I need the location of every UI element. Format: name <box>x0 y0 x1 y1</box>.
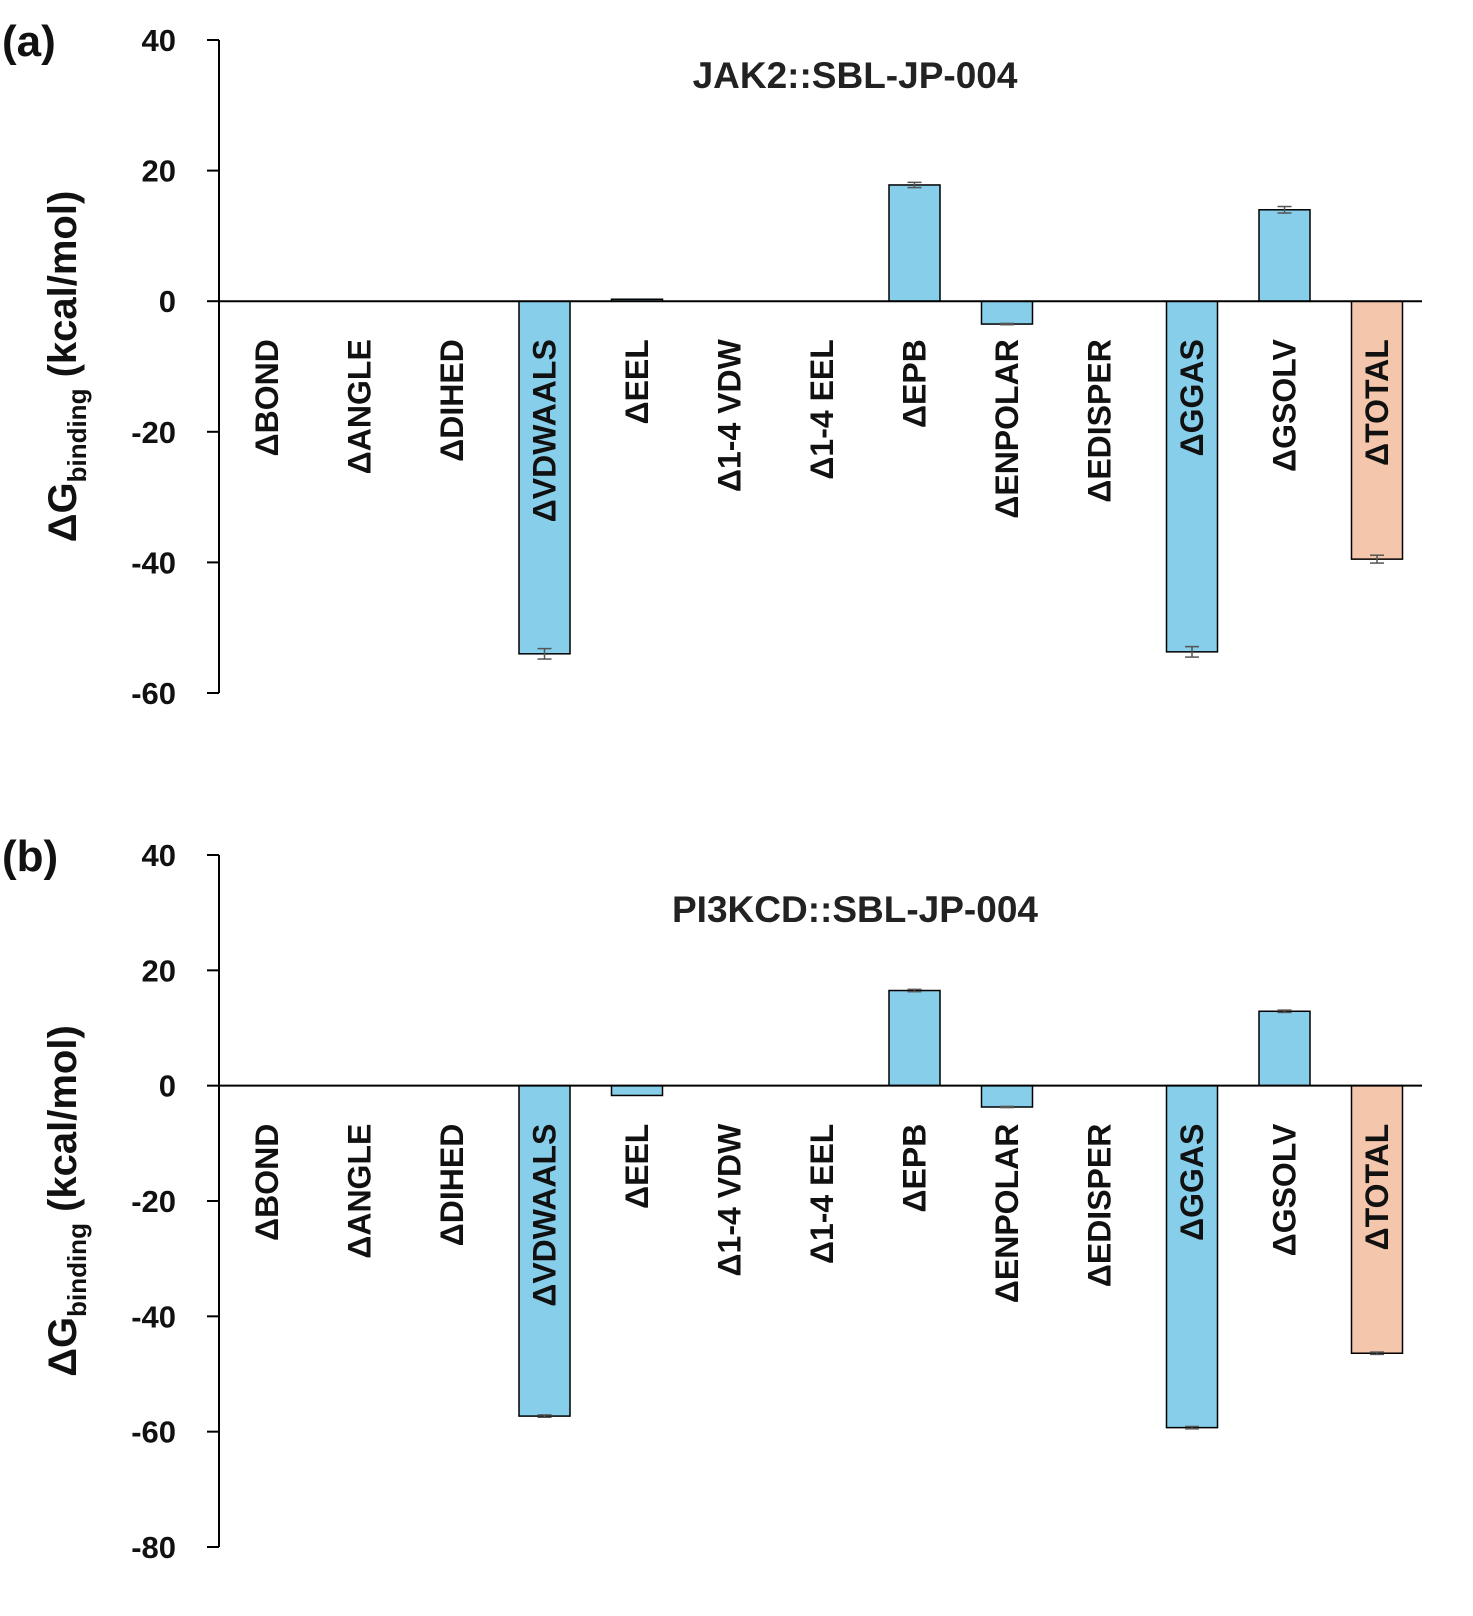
panel-label: (a) <box>2 17 56 66</box>
bar <box>888 184 941 302</box>
category-label: ΔBOND <box>249 339 285 456</box>
bar <box>610 1084 664 1097</box>
y-tick-label: 0 <box>159 284 176 319</box>
category-label: ΔTOTAL <box>1359 1124 1395 1251</box>
chart-title: PI3KCD::SBL-JP-004 <box>672 889 1038 930</box>
bar <box>1258 209 1311 302</box>
y-axis-label-main: ΔG <box>41 482 85 542</box>
category-label: ΔGSOLV <box>1267 1123 1303 1256</box>
y-axis-label-unit: (kcal/mol) <box>41 191 85 389</box>
y-axis-label-main: ΔG <box>41 1317 85 1377</box>
bar <box>980 300 1034 325</box>
category-label: ΔTOTAL <box>1359 339 1395 466</box>
category-label: ΔBOND <box>249 1124 285 1241</box>
category-label: Δ1-4 EEL <box>804 1124 840 1264</box>
category-label: ΔGSOLV <box>1267 339 1303 472</box>
category-label: Δ1-4 EEL <box>804 339 840 479</box>
y-axis-label-subscript: binding <box>62 1223 92 1317</box>
y-tick-label: 40 <box>142 23 176 58</box>
y-tick-label: 40 <box>142 838 176 873</box>
panel-label: (b) <box>2 832 58 881</box>
y-tick-label: -40 <box>131 1299 176 1334</box>
y-axis-label: ΔGbinding (kcal/mol) <box>41 1025 92 1377</box>
y-tick-label: 20 <box>142 154 176 189</box>
bar <box>1258 1010 1311 1087</box>
category-label: ΔEEL <box>619 339 655 424</box>
category-label: ΔVDWAALS <box>527 339 563 522</box>
category-label: ΔEDISPER <box>1082 1124 1118 1287</box>
category-label: ΔEPB <box>897 339 933 428</box>
y-tick-label: -60 <box>131 676 176 711</box>
category-label: ΔGGAS <box>1174 339 1210 456</box>
y-tick-label: 20 <box>142 953 176 988</box>
bar <box>1350 1084 1404 1354</box>
category-label: ΔDIHED <box>434 1124 470 1247</box>
category-label: ΔEEL <box>619 1124 655 1209</box>
y-tick-label: -40 <box>131 545 176 580</box>
category-label: Δ1-4 VDW <box>712 338 748 492</box>
bar <box>980 1084 1034 1108</box>
y-axis-label: ΔGbinding (kcal/mol) <box>41 191 92 543</box>
bar <box>888 989 941 1087</box>
category-label: ΔGGAS <box>1174 1124 1210 1241</box>
category-label: ΔEPB <box>897 1124 933 1213</box>
category-label: ΔVDWAALS <box>527 1124 563 1307</box>
chart-title: JAK2::SBL-JP-004 <box>693 55 1018 96</box>
y-axis-label-unit: (kcal/mol) <box>41 1025 85 1223</box>
y-tick-label: -80 <box>131 1530 176 1565</box>
bar <box>1165 1084 1219 1429</box>
category-label: ΔANGLE <box>342 339 378 474</box>
y-tick-label: -60 <box>131 1415 176 1450</box>
category-label: ΔDIHED <box>434 339 470 462</box>
category-label: ΔENPOLAR <box>989 339 1025 518</box>
category-label: Δ1-4 VDW <box>712 1123 748 1277</box>
y-axis-label-subscript: binding <box>62 389 92 483</box>
y-tick-label: -20 <box>131 1184 176 1219</box>
category-label: ΔENPOLAR <box>989 1124 1025 1303</box>
category-label: ΔEDISPER <box>1082 339 1118 502</box>
y-tick-label: -20 <box>131 415 176 450</box>
y-tick-label: 0 <box>159 1069 176 1104</box>
category-label: ΔANGLE <box>342 1124 378 1259</box>
bar <box>518 1084 571 1417</box>
